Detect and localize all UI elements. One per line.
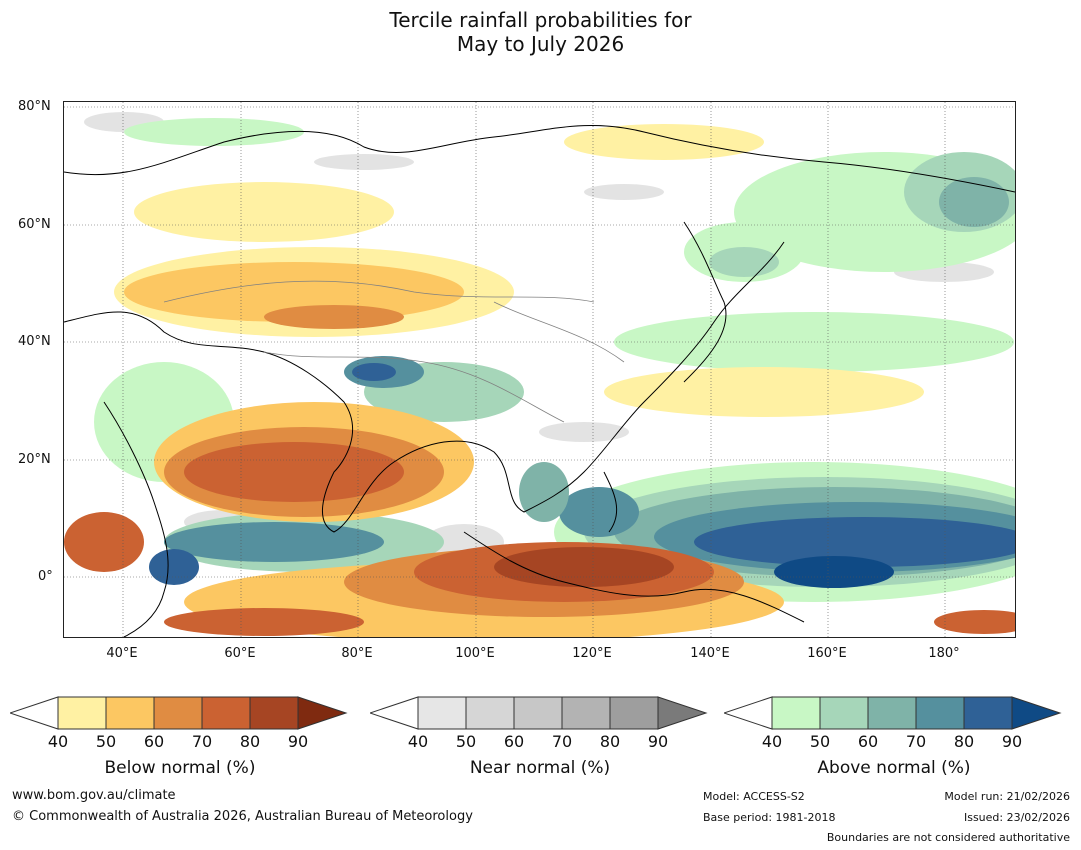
tick-label: 60 <box>503 732 525 751</box>
lat-label-60n: 60°N <box>18 217 51 232</box>
copyright-notice: © Commonwealth of Australia 2026, Austra… <box>12 809 473 824</box>
tick-label: 70 <box>191 732 213 751</box>
colorbar-below-normal-bin-70-80 <box>201 696 251 730</box>
colorbar-above-normal-bin-50-60 <box>819 696 869 730</box>
lat-label-equator: 0° <box>38 569 53 584</box>
tick-label: 90 <box>647 732 669 751</box>
country-boundaries <box>163 280 625 423</box>
lat-label-40n: 40°N <box>18 334 51 349</box>
website-link[interactable]: www.bom.gov.au/climate <box>12 788 176 803</box>
title-line-2: May to July 2026 <box>456 32 625 56</box>
colorbar-below-normal-bin-60-70 <box>153 696 203 730</box>
below-normal-shading <box>64 124 1015 637</box>
colorbar-above-normal <box>724 696 1062 730</box>
lon-label-180: 180° <box>928 646 960 661</box>
colorbar-above-normal-bin-90-plus <box>1011 696 1062 730</box>
coastlines <box>64 125 1015 637</box>
tick-label: 50 <box>809 732 831 751</box>
tick-label: 60 <box>143 732 165 751</box>
tick-label: 90 <box>1001 732 1023 751</box>
colorbar-below-normal-bin-90-plus <box>297 696 348 730</box>
colorbar-near-normal-bin-60-70 <box>513 696 563 730</box>
legend-above-normal: 40 50 60 70 80 90 Above normal (%) <box>724 696 1064 778</box>
lon-label-100e: 100°E <box>455 646 495 661</box>
lat-label-20n: 20°N <box>18 452 51 467</box>
tick-label: 50 <box>455 732 477 751</box>
lon-label-40e: 40°E <box>106 646 138 661</box>
tick-label: 80 <box>599 732 621 751</box>
colorbar-above-normal-bin-40-50 <box>771 696 821 730</box>
probability-map <box>63 101 1016 638</box>
colorbar-near-normal-bin-90-plus <box>657 696 708 730</box>
colorbar-above-normal-ticks: 40 50 60 70 80 90 <box>724 732 1064 751</box>
legend-caption-near-normal: Near normal (%) <box>469 758 611 778</box>
boundaries-disclaimer: Boundaries are not considered authoritat… <box>826 831 1070 844</box>
colorbar-below-normal <box>10 696 348 730</box>
tick-label: 70 <box>551 732 573 751</box>
tick-label: 40 <box>47 732 69 751</box>
legend-caption-below-normal: Below normal (%) <box>104 758 256 778</box>
legend-caption-above-normal: Above normal (%) <box>817 758 971 778</box>
legend-near-normal: 40 50 60 70 80 90 Near normal (%) <box>370 696 710 778</box>
colorbar-below-normal-bin-40-50 <box>57 696 107 730</box>
colorbar-above-normal-bin-60-70 <box>867 696 917 730</box>
colorbar-near-normal-bin-80-90 <box>609 696 659 730</box>
model-name: Model: ACCESS-S2 <box>703 790 805 803</box>
colorbar-above-normal-bin-80-90 <box>963 696 1013 730</box>
lon-label-80e: 80°E <box>341 646 373 661</box>
model-run-date: Model run: 21/02/2026 <box>944 790 1070 803</box>
colorbar-below-normal-bin-50-60 <box>105 696 155 730</box>
colorbar-above-normal-bin-70-80 <box>915 696 965 730</box>
tick-label: 50 <box>95 732 117 751</box>
colorbar-near-normal-bin-50-60 <box>465 696 515 730</box>
tick-label: 80 <box>239 732 261 751</box>
colorbar-below-normal-ticks: 40 50 60 70 80 90 <box>10 732 350 751</box>
legend-below-normal: 40 50 60 70 80 90 Below normal (%) <box>10 696 350 778</box>
lat-label-80n: 80°N <box>18 99 51 114</box>
colorbar-near-normal-bin-40-50 <box>417 696 467 730</box>
tick-label: 60 <box>857 732 879 751</box>
map-canvas <box>64 102 1015 637</box>
tick-label: 40 <box>761 732 783 751</box>
colorbar-below-normal-bin-80-90 <box>249 696 299 730</box>
title-line-1: Tercile rainfall probabilities for <box>389 8 692 32</box>
tick-label: 80 <box>953 732 975 751</box>
base-period: Base period: 1981-2018 <box>703 811 836 824</box>
issued-date: Issued: 23/02/2026 <box>963 811 1070 824</box>
lon-label-140e: 140°E <box>690 646 730 661</box>
tick-label: 90 <box>287 732 309 751</box>
map-title: Tercile rainfall probabilities for May t… <box>0 8 1081 56</box>
lon-label-120e: 120°E <box>572 646 612 661</box>
colorbar-near-normal-bin-70-80 <box>561 696 611 730</box>
lon-label-60e: 60°E <box>224 646 256 661</box>
tick-label: 70 <box>905 732 927 751</box>
colorbar-near-normal <box>370 696 708 730</box>
tick-label: 40 <box>407 732 429 751</box>
graticule <box>64 102 1015 637</box>
colorbar-near-normal-ticks: 40 50 60 70 80 90 <box>370 732 710 751</box>
lon-label-160e: 160°E <box>807 646 847 661</box>
